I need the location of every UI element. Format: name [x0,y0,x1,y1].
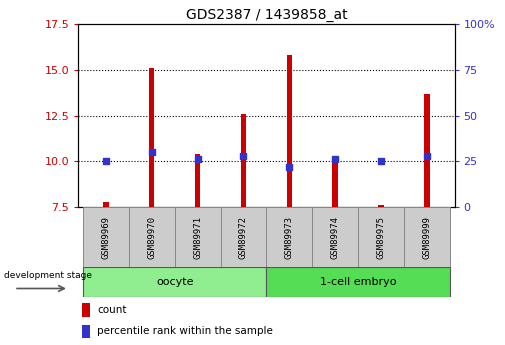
Point [239,153,247,159]
Bar [267,207,312,267]
Bar [286,55,292,207]
Text: GSM89969: GSM89969 [102,216,110,259]
Text: count: count [97,305,127,315]
Point [193,157,201,162]
Bar [424,93,430,207]
Bar [83,207,129,267]
Bar [312,207,358,267]
Bar [103,201,109,207]
Text: percentile rank within the sample: percentile rank within the sample [97,326,273,336]
Text: GSM89975: GSM89975 [377,216,386,259]
Title: GDS2387 / 1439858_at: GDS2387 / 1439858_at [185,8,347,22]
Bar [129,207,175,267]
Text: GSM89973: GSM89973 [285,216,294,259]
Bar [82,325,90,338]
Text: GSM89972: GSM89972 [239,216,248,259]
Text: 1-cell embryo: 1-cell embryo [320,277,396,287]
Text: GSM89971: GSM89971 [193,216,202,259]
Text: GSM89974: GSM89974 [331,216,340,259]
Point [423,153,431,159]
Bar [195,154,200,207]
Bar [332,161,338,207]
Point [147,149,156,155]
Text: GSM89999: GSM89999 [423,216,431,259]
Bar [378,205,384,207]
Bar [83,267,267,297]
Point [377,159,385,164]
Bar [149,68,155,207]
Text: oocyte: oocyte [156,277,193,287]
Point [331,157,339,162]
Bar [267,267,450,297]
Point [285,164,293,169]
Bar [221,207,267,267]
Text: GSM89970: GSM89970 [147,216,156,259]
Bar [241,114,246,207]
Text: development stage: development stage [4,271,92,280]
Bar [82,304,90,317]
Point [102,159,110,164]
Bar [404,207,450,267]
Bar [175,207,221,267]
Bar [358,207,404,267]
